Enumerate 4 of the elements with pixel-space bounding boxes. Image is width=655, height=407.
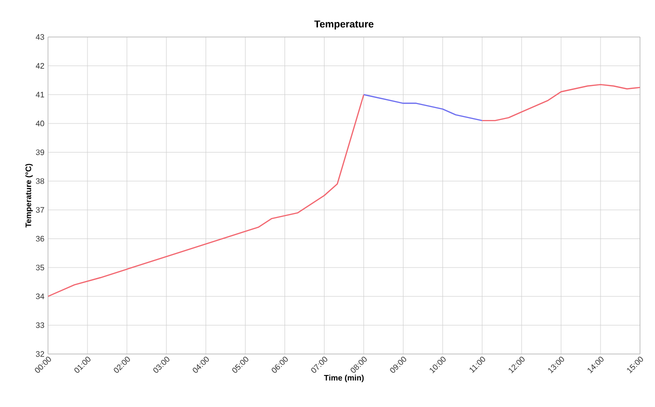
- line-series: [48, 94, 364, 297]
- chart-title: Temperature: [314, 20, 374, 30]
- line-series: [482, 84, 640, 122]
- line-series: [363, 94, 483, 122]
